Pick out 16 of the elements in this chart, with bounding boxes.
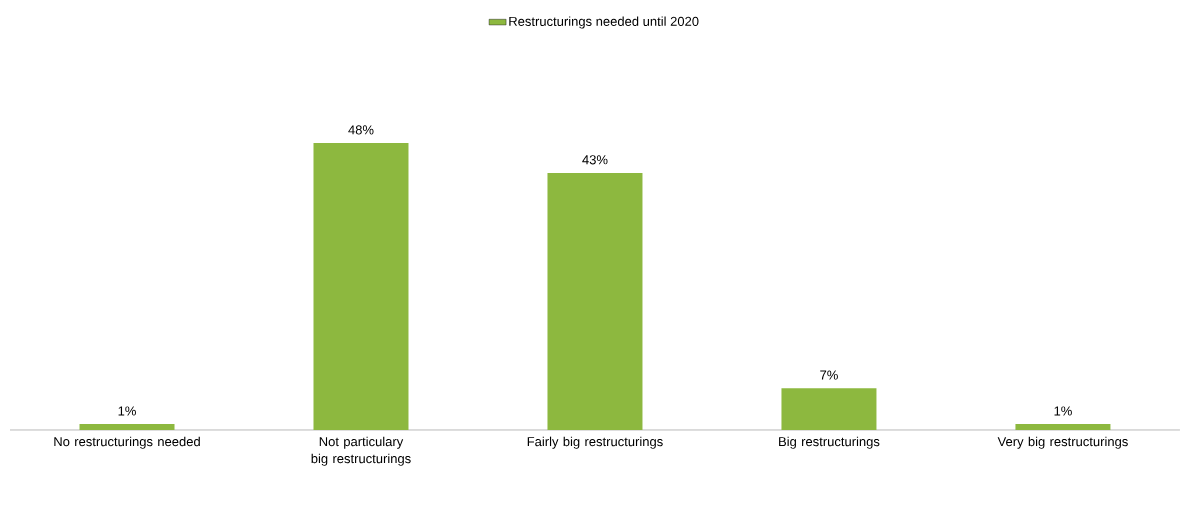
data-label: 1% bbox=[118, 406, 136, 416]
bar bbox=[79, 424, 175, 430]
x-tick-label: Big restructurings bbox=[779, 436, 880, 449]
data-label: 7% bbox=[820, 370, 838, 380]
data-label: 43% bbox=[582, 155, 608, 165]
bar bbox=[781, 388, 877, 430]
x-tick-label: No restructurings needed bbox=[54, 436, 200, 449]
bar bbox=[313, 143, 409, 430]
bar bbox=[1015, 424, 1111, 430]
data-label: 1% bbox=[1054, 406, 1072, 416]
x-tick-label: Very big restructurings bbox=[997, 436, 1128, 449]
legend-label: Restructurings needed until 2020 bbox=[509, 16, 699, 29]
data-label: 48% bbox=[348, 125, 374, 135]
x-tick-label: Not particulary big restructurings bbox=[311, 436, 411, 466]
bar bbox=[547, 172, 643, 430]
x-tick-label: Fairly big restructurings bbox=[527, 436, 663, 449]
